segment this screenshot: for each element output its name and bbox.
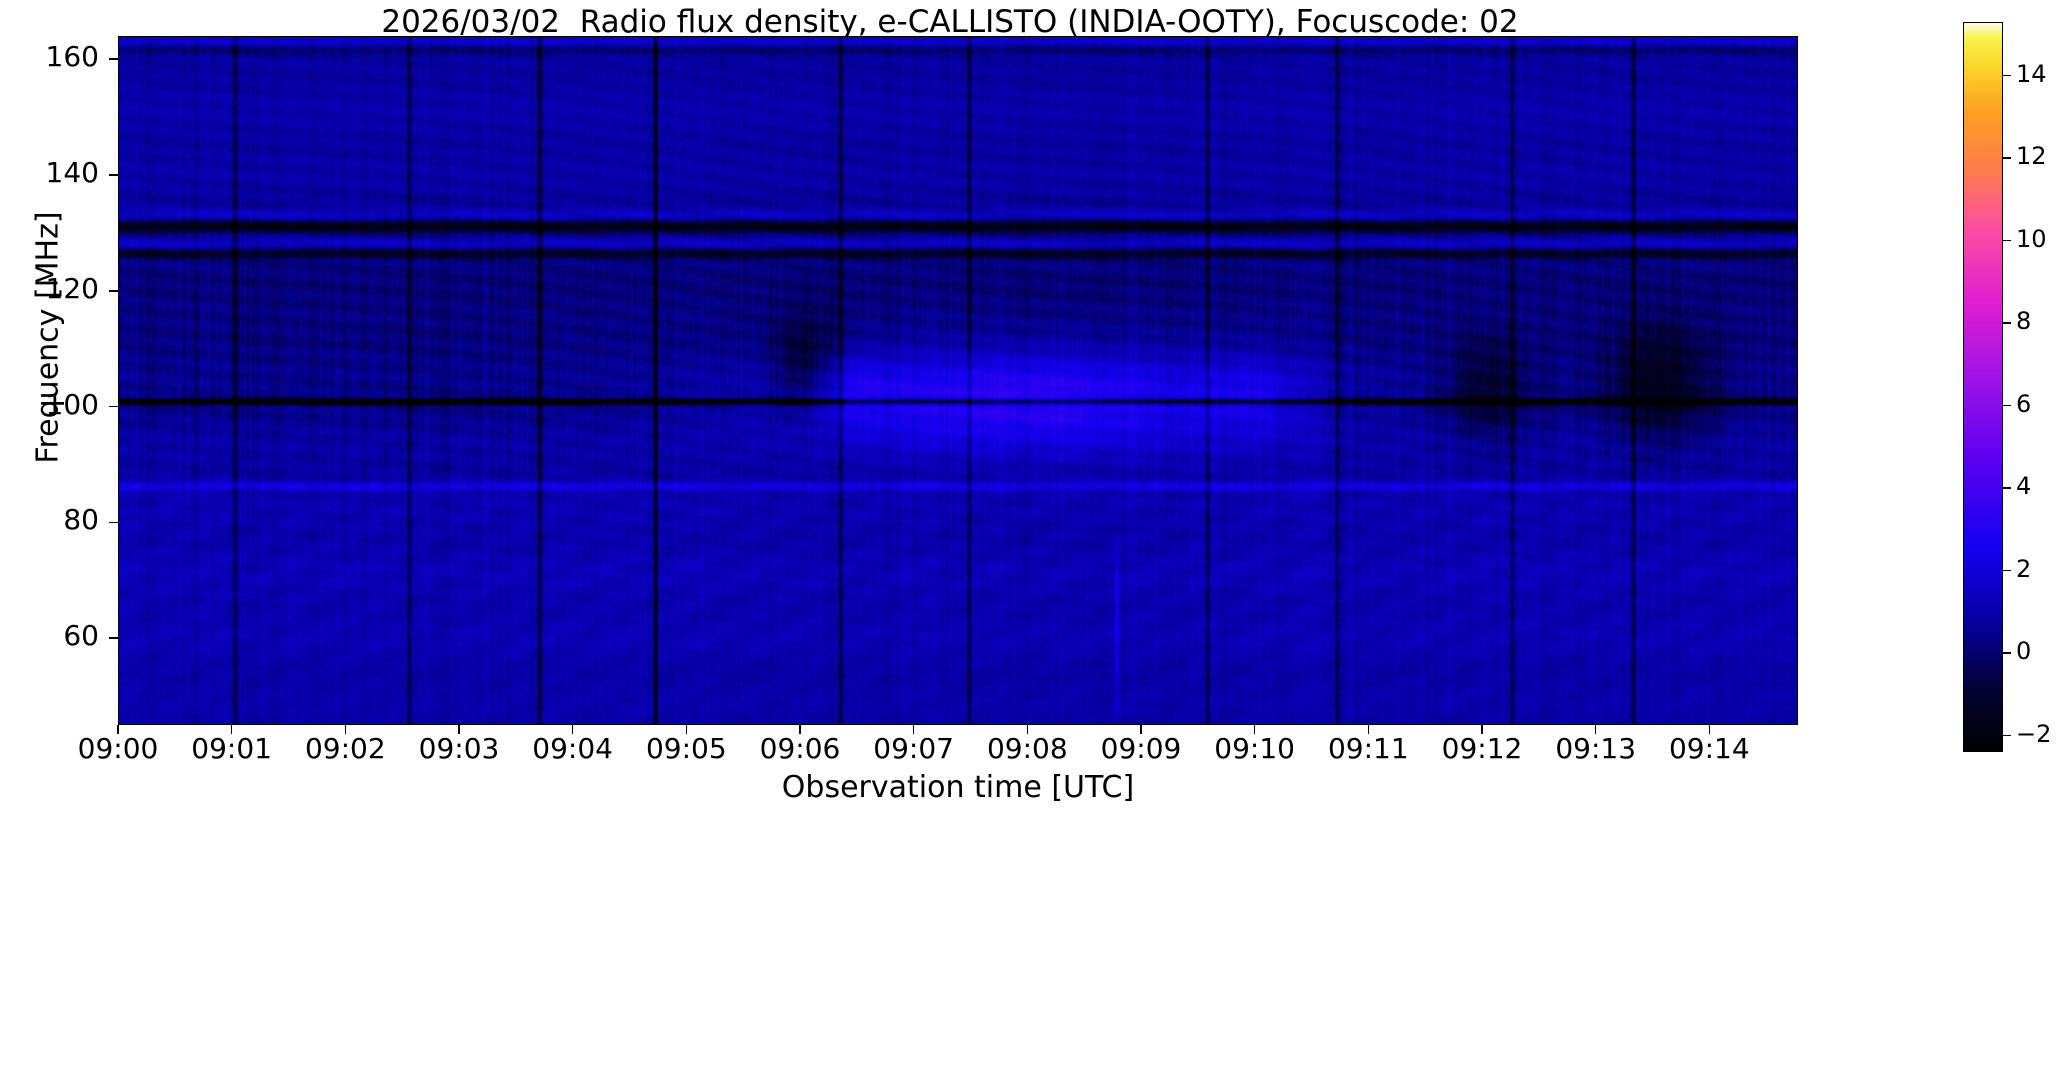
y-axis-tick-mark xyxy=(109,174,118,176)
colorbar-tick-label: 10 xyxy=(2016,224,2047,253)
x-axis-tick-label: 09:09 xyxy=(1100,732,1182,765)
page-title: 2026/03/02 Radio flux density, e-CALLIST… xyxy=(381,4,1519,40)
colorbar-tick-mark xyxy=(2003,487,2011,489)
y-axis-tick-mark xyxy=(109,58,118,60)
x-axis-tick-label: 09:07 xyxy=(873,732,954,765)
spectrogram-axes[interactable] xyxy=(118,36,1798,725)
colorbar-tick-mark xyxy=(2003,404,2011,407)
x-axis-tick-label: 09:01 xyxy=(191,732,272,765)
y-axis-label: Frequency [MHz] xyxy=(30,211,66,464)
y-axis-tick-mark xyxy=(109,637,118,639)
x-axis-tick-label: 09:10 xyxy=(1214,732,1295,765)
x-axis-tick-mark xyxy=(458,725,460,734)
x-axis-tick-label: 09:08 xyxy=(986,732,1068,765)
colorbar-tick-label: 4 xyxy=(2016,472,2032,501)
x-axis-tick-mark xyxy=(1367,725,1370,734)
y-axis-tick-label: 80 xyxy=(63,503,99,537)
x-axis-label: Observation time [UTC] xyxy=(781,770,1135,805)
x-axis-tick-label: 09:12 xyxy=(1441,732,1523,765)
y-axis-tick-label: 160 xyxy=(45,40,99,74)
colorbar-tick-mark xyxy=(2003,74,2011,77)
x-axis-tick-label: 09:14 xyxy=(1668,732,1750,765)
colorbar-tick-mark xyxy=(2003,239,2011,242)
dynamic-spectrum-image[interactable] xyxy=(119,37,1797,724)
x-axis-tick-mark xyxy=(1026,725,1029,734)
y-axis-tick-mark xyxy=(109,405,118,408)
colorbar-gradient xyxy=(1964,23,2002,751)
colorbar-tick-mark xyxy=(2003,569,2011,572)
x-axis-tick-mark xyxy=(799,725,801,734)
y-axis-tick-label: 140 xyxy=(45,155,99,189)
x-axis-tick-mark xyxy=(685,725,688,734)
x-axis-tick-mark xyxy=(1594,725,1597,734)
colorbar-tick-label: 12 xyxy=(2016,142,2047,171)
x-axis-tick-mark xyxy=(912,725,915,734)
x-axis-tick-label: 09:05 xyxy=(645,732,727,765)
x-axis-tick-mark xyxy=(230,725,233,734)
colorbar-tick-label: 6 xyxy=(2016,389,2032,418)
colorbar-tick-mark xyxy=(2003,734,2011,737)
x-axis-tick-mark xyxy=(1708,725,1711,734)
x-axis-tick-mark xyxy=(1253,725,1256,734)
x-axis-tick-mark xyxy=(571,725,574,734)
y-axis-tick-mark xyxy=(109,289,118,292)
colorbar-tick-label: 0 xyxy=(2016,637,2032,666)
x-axis-tick-label: 09:00 xyxy=(77,732,159,765)
x-axis-tick-label: 09:04 xyxy=(532,732,613,765)
x-axis-tick-label: 09:02 xyxy=(304,732,386,765)
x-axis-tick-label: 09:11 xyxy=(1327,732,1409,765)
y-axis-tick-label: 100 xyxy=(45,387,99,421)
x-axis-tick-label: 09:03 xyxy=(418,732,500,765)
colorbar-tick-label: −2 xyxy=(2016,719,2052,748)
x-axis-tick-label: 09:13 xyxy=(1555,732,1637,765)
x-axis-tick-mark xyxy=(1481,725,1483,734)
x-axis-tick-mark xyxy=(117,725,119,734)
y-axis-tick-label: 120 xyxy=(45,271,99,305)
x-axis-tick-label: 09:06 xyxy=(759,732,841,765)
colorbar-tick-mark xyxy=(2003,652,2011,654)
y-axis-tick-label: 60 xyxy=(63,619,99,653)
colorbar-tick-mark xyxy=(2003,157,2011,159)
colorbar-tick-mark xyxy=(2003,322,2011,324)
colorbar-tick-label: 14 xyxy=(2016,59,2047,88)
y-axis-tick-mark xyxy=(109,521,118,524)
colorbar-axes[interactable] xyxy=(1963,22,2003,752)
x-axis-tick-mark xyxy=(344,725,347,734)
x-axis-tick-mark xyxy=(1140,725,1142,734)
colorbar-tick-label: 8 xyxy=(2016,307,2032,336)
colorbar-tick-label: 2 xyxy=(2016,554,2032,583)
